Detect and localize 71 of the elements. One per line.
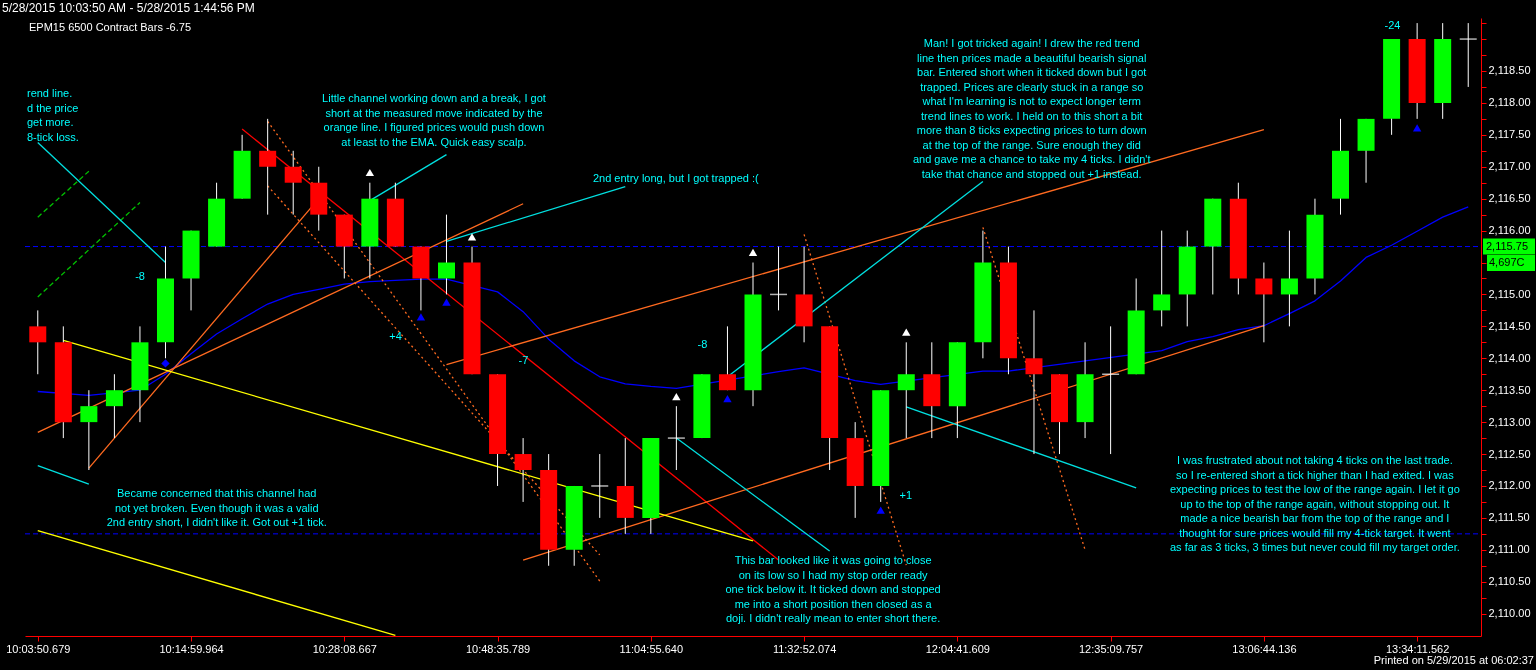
x-tick-label: 11:04:55.640 [619,642,684,655]
y-tick-label: 2,115.00 [1488,287,1531,300]
candlestick [1459,22,1477,88]
x-tick-label: 12:35:09.757 [1079,642,1144,655]
point [161,359,170,368]
point [467,233,477,241]
y-tick-label: 2,113.00 [1488,415,1531,428]
y-tick-label: 2,113.50 [1488,383,1531,396]
x-tick-label: 11:32:52.074 [772,642,837,655]
y-tick-label: 2,116.00 [1488,224,1531,237]
candlestick [514,437,532,503]
chart-subtitle: EPM15 6500 Contract Bars -6.75 [29,21,192,33]
x-tick-label: 10:48:35.789 [465,642,531,655]
y-tick-label: 2,118.50 [1488,64,1531,77]
candlestick [284,150,302,216]
point [416,313,426,321]
y-tick-label: 2,114.00 [1488,351,1531,364]
x-tick-label: 10:28:08.667 [312,642,377,655]
annotation: Little channel working down and a break, I got short at the measured move indicated by the orange line. I figured prices would push down at least to the EMA. Quick easy scalp. [322,92,546,148]
candlestick [1102,325,1120,455]
annotation: Became concerned that this channel had not yet broken. Even though it was a valid 2nd entry short, I didn't like it. Got out +1 tick. [106,487,327,528]
annotation: -8 [697,338,708,350]
y-tick-label: 2,116.50 [1488,192,1531,205]
point [1412,124,1422,132]
candlestick [105,373,123,439]
text: Printed on 5/29/2015 at 06:02:37 [1373,654,1534,666]
y-tick-label: 2,111.00 [1488,543,1530,556]
annotation: -8 [135,270,145,282]
candlestick [437,214,455,295]
text: Man! I got tricked again! I drew the red trend line then prices made a beautiful bearish signal bar. Entered short when it ticked down but I got trapped. Prices are clearly stuck in a range so what I'm learning is not to expect longer term trend lines to work. I held on to this short a bit more than 8 ticks expecting prices to turn down at the top of the range. Sure enough they did and gave me a chance to take my 4 ticks. I didn't take that chance and stopped out +1 instead. [912,37,1151,180]
y-tick-label: 2,114.50 [1488,319,1531,332]
x-tick-label: 12:04:41.609 [925,642,990,655]
candlestick [667,405,685,471]
y-tick-label: 2,117.50 [1488,128,1531,141]
y-tick-label: 2,117.00 [1488,160,1531,173]
candlestick [1255,262,1273,343]
annotation: -24 [1384,19,1401,31]
annotation: rend line. d the price get more. 8-tick loss. [26,87,79,143]
x-tick-label: 10:03:50.679 [6,642,71,655]
y-tick-label: 2,118.00 [1488,96,1531,109]
point [365,168,375,177]
annotation: -7 [518,354,529,366]
point [876,506,885,514]
annotation: +4 [389,330,402,342]
y-tick-label: 2,110.00 [1488,607,1531,620]
chart-title: 5/28/2015 10:03:50 AM - 5/28/2015 1:44:56 PM [2,1,255,15]
point [442,298,451,306]
x-tick-label: 13:34:11.562 [1385,642,1450,655]
annotation: This bar looked like it was going to close on its low so I had my stop order ready one tick below it. It ticked down and stopped me into a short position then closed as a doji. I didn't really mean to enter short there. [725,554,941,624]
point [723,394,732,403]
ref-line-label: 2,115.75 [1486,239,1529,252]
y-tick-label: 2,110.50 [1488,575,1531,588]
candlestick [591,453,609,519]
x-tick-label: 10:14:59.964 [159,642,224,655]
candlestick [29,309,47,375]
candlestick [718,325,736,391]
annotation: 2nd entry long, but I got trapped :( [592,172,760,184]
x-tick-label: 13:06:44.136 [1232,642,1297,655]
candlestick [1025,309,1043,455]
point [748,248,758,256]
annotation: +1 [899,489,913,501]
candlestick [897,341,915,439]
candlestick [1280,230,1298,327]
y-tick-label: 2,111.50 [1488,511,1530,524]
candlestick [80,389,98,471]
y-tick-label: 2,112.50 [1488,447,1531,460]
text: 4,697C [1489,256,1525,268]
point [902,328,911,336]
point [672,392,681,401]
candlestick [1153,230,1171,327]
y-tick-label: 2,112.00 [1488,479,1531,492]
